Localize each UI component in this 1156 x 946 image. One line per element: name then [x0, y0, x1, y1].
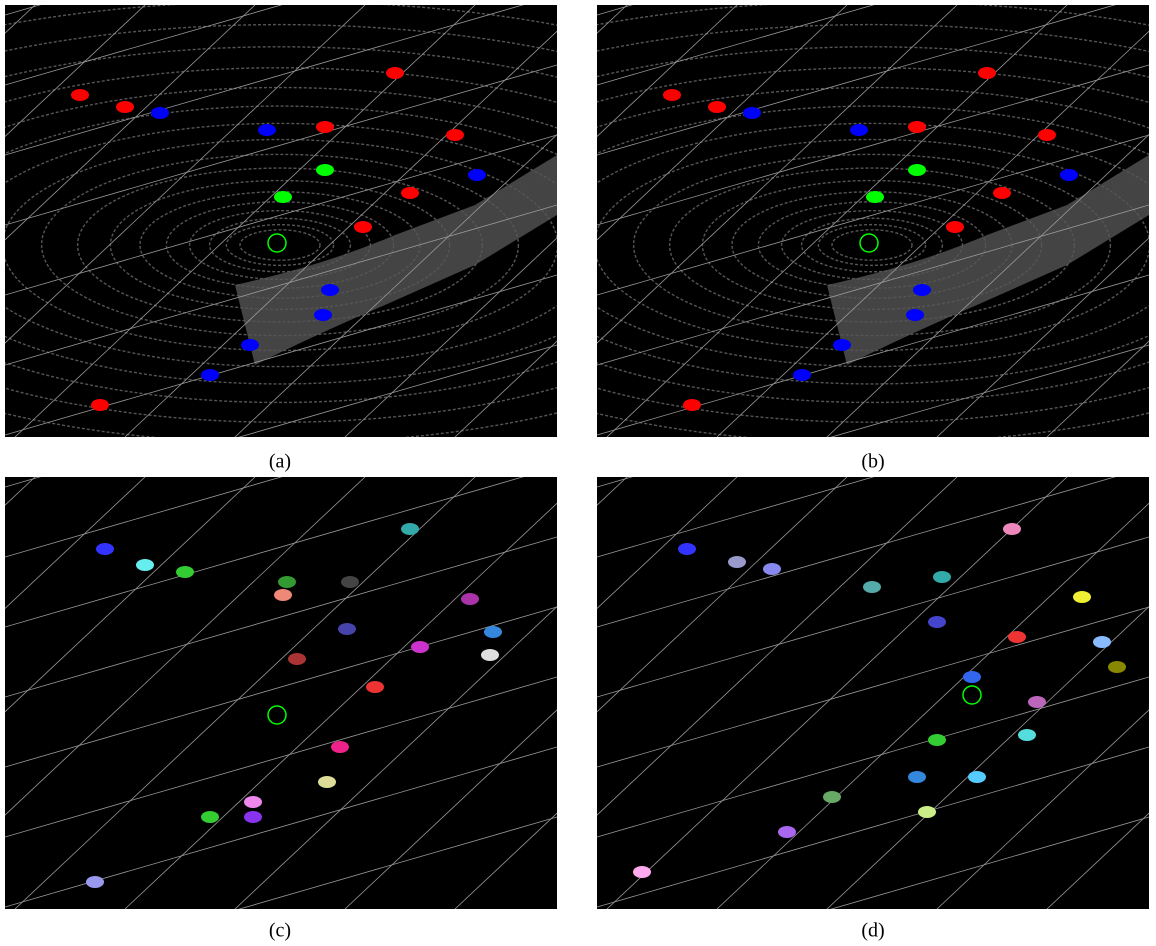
object-points [913, 284, 931, 296]
object-points [823, 791, 841, 803]
object-points [136, 559, 154, 571]
object-points [274, 589, 292, 601]
object-points [1008, 631, 1026, 643]
object-points [468, 169, 486, 181]
object-points [341, 576, 359, 588]
object-points [151, 107, 169, 119]
object-points [793, 369, 811, 381]
object-points [963, 671, 981, 683]
object-points [1003, 523, 1021, 535]
object-points [461, 593, 479, 605]
object-points [933, 571, 951, 583]
panel-background [5, 477, 557, 909]
object-points [778, 826, 796, 838]
object-points [866, 191, 884, 203]
object-points [863, 581, 881, 593]
caption: (a) [269, 451, 291, 473]
object-points [946, 221, 964, 233]
object-points [850, 124, 868, 136]
figure: (a) (b) (c) (d) [0, 0, 1156, 946]
object-points [928, 734, 946, 746]
object-points [321, 284, 339, 296]
object-points [96, 543, 114, 555]
object-points [318, 776, 336, 788]
object-points [446, 129, 464, 141]
object-points [728, 556, 746, 568]
object-points [978, 67, 996, 79]
object-points [908, 164, 926, 176]
object-points [633, 866, 651, 878]
object-points [201, 369, 219, 381]
panel-background [597, 477, 1149, 909]
object-points [244, 811, 262, 823]
figure-canvas: (a) (b) (c) (d) [0, 0, 1156, 946]
object-points [116, 101, 134, 113]
object-points [338, 623, 356, 635]
object-points [763, 563, 781, 575]
object-points [354, 221, 372, 233]
object-points [918, 806, 936, 818]
object-points [314, 309, 332, 321]
object-points [908, 121, 926, 133]
caption: (d) [861, 920, 884, 942]
object-points [481, 649, 499, 661]
object-points [833, 339, 851, 351]
caption: (b) [861, 451, 884, 473]
object-points [386, 67, 404, 79]
object-points [1038, 129, 1056, 141]
object-points [708, 101, 726, 113]
object-points [683, 399, 701, 411]
object-points [1028, 696, 1046, 708]
object-points [91, 399, 109, 411]
object-points [316, 121, 334, 133]
object-points [316, 164, 334, 176]
object-points [258, 124, 276, 136]
caption: (c) [269, 920, 291, 942]
object-points [411, 641, 429, 653]
object-points [1093, 636, 1111, 648]
object-points [743, 107, 761, 119]
object-points [908, 771, 926, 783]
object-points [366, 681, 384, 693]
object-points [993, 187, 1011, 199]
object-points [241, 339, 259, 351]
object-points [1018, 729, 1036, 741]
object-points [1073, 591, 1091, 603]
object-points [484, 626, 502, 638]
object-points [1060, 169, 1078, 181]
object-points [278, 576, 296, 588]
object-points [1108, 661, 1126, 673]
object-points [274, 191, 292, 203]
object-points [288, 653, 306, 665]
object-points [176, 566, 194, 578]
object-points [928, 616, 946, 628]
object-points [968, 771, 986, 783]
object-points [86, 876, 104, 888]
object-points [201, 811, 219, 823]
object-points [401, 523, 419, 535]
object-points [401, 187, 419, 199]
object-points [71, 89, 89, 101]
object-points [663, 89, 681, 101]
object-points [906, 309, 924, 321]
object-points [331, 741, 349, 753]
object-points [678, 543, 696, 555]
object-points [244, 796, 262, 808]
